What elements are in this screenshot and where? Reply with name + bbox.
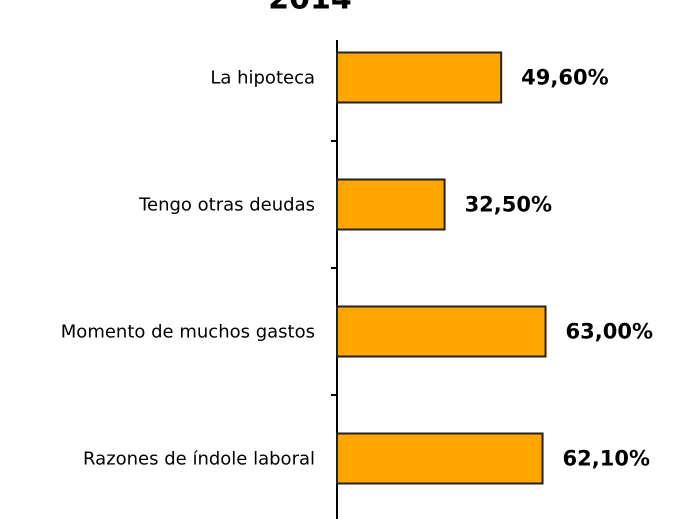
bar <box>336 178 446 231</box>
value-label: 63,00% <box>566 320 653 344</box>
value-label: 62,10% <box>563 447 650 471</box>
bar <box>336 305 547 358</box>
bar <box>336 51 503 104</box>
category-label: Momento de muchos gastos <box>61 322 315 343</box>
bar <box>336 432 544 485</box>
category-label: La hipoteca <box>210 68 315 89</box>
category-label: Tengo otras deudas <box>138 195 315 216</box>
value-label: 32,50% <box>465 193 552 217</box>
category-label: Razones de índole laboral <box>83 449 315 470</box>
chart-title: 2014 <box>268 0 352 17</box>
value-label: 49,60% <box>521 66 608 90</box>
